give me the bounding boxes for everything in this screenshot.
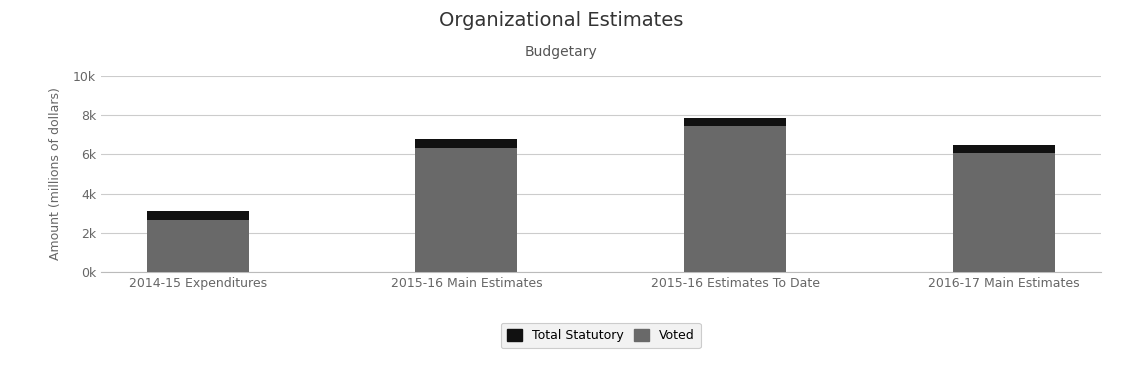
Y-axis label: Amount (millions of dollars): Amount (millions of dollars) <box>49 87 62 260</box>
Bar <box>684 118 786 126</box>
Bar <box>416 148 518 272</box>
Bar <box>146 220 248 272</box>
Bar <box>146 211 248 220</box>
Legend: Total Statutory, Voted: Total Statutory, Voted <box>501 323 701 349</box>
Bar <box>953 153 1056 272</box>
Text: Budgetary: Budgetary <box>526 45 597 59</box>
Text: Organizational Estimates: Organizational Estimates <box>439 11 684 30</box>
Bar <box>953 146 1056 153</box>
Bar <box>416 139 518 148</box>
Bar <box>684 126 786 272</box>
